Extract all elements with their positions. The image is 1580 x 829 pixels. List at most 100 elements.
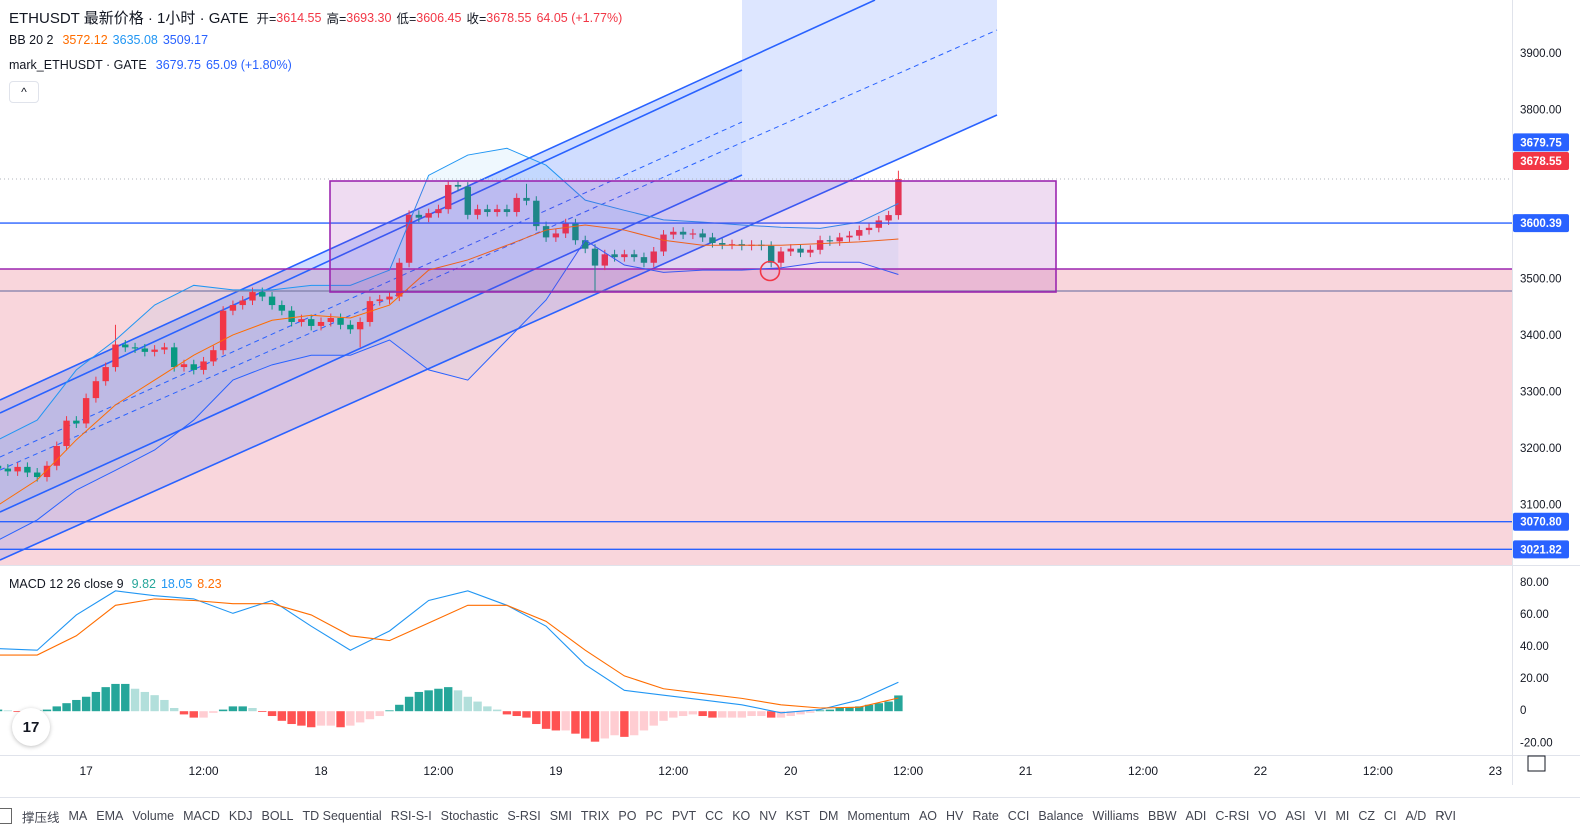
candle-body (454, 184, 462, 187)
band-line (0, 224, 899, 505)
histogram-bar (512, 711, 521, 717)
indicator-button[interactable]: Momentum (847, 809, 910, 823)
toolbar-next[interactable]: › (1440, 805, 1445, 821)
indicator-button[interactable]: SMI (549, 809, 572, 823)
range-box (329, 180, 1057, 293)
candle-body (836, 237, 843, 242)
histogram-bar (355, 711, 365, 723)
histogram-bar (727, 711, 737, 718)
histogram-bar (453, 690, 463, 712)
indicator-button[interactable]: C-RSI (1215, 809, 1250, 823)
histogram-bar (698, 711, 707, 717)
indicator-button[interactable]: PVT (671, 809, 697, 823)
x-tick-label: 18 (314, 764, 328, 778)
toolbar-icon[interactable] (0, 808, 12, 824)
histogram-bar (796, 711, 805, 715)
histogram-bar (91, 691, 101, 712)
indicator-button[interactable]: RVI (1435, 809, 1456, 823)
histogram-bar (267, 711, 277, 717)
indicator-button[interactable]: KO (732, 809, 751, 823)
indicator-button[interactable]: Williams (1092, 809, 1140, 823)
indicator-button[interactable]: S-RSI (507, 809, 541, 823)
collapse-button[interactable]: ^ (9, 81, 39, 103)
candle-body (268, 296, 276, 306)
indicator-button[interactable]: 撑压线 (22, 810, 60, 825)
candle-body (4, 468, 12, 472)
histogram-bar (737, 711, 747, 718)
indicator-button[interactable]: KST (785, 809, 810, 823)
indicator-button[interactable]: Balance (1038, 809, 1084, 823)
candle-body (405, 214, 413, 263)
indicator-button[interactable]: Rate (972, 809, 999, 823)
indicator-button[interactable]: RSI-S-I (390, 809, 432, 823)
histogram-bar (307, 711, 316, 728)
indicator-button[interactable]: DM (818, 809, 839, 823)
indicator-button[interactable]: ADI (1185, 809, 1207, 823)
indicator-button[interactable]: TD Sequential (302, 809, 382, 823)
indicator-value: 3572.12 (62, 33, 108, 47)
histogram-bar (884, 701, 893, 712)
logo[interactable]: 17 (12, 708, 50, 746)
indicator-button[interactable]: Stochastic (440, 809, 499, 823)
x-tick-label: 12:00 (658, 764, 688, 778)
candle-body (689, 233, 697, 235)
indicator-button[interactable]: MA (68, 809, 88, 823)
indicator-button[interactable]: PC (645, 809, 663, 823)
candle-body (210, 350, 217, 362)
legend-bb: BB 20 2 3572.12 3635.08 3509.17 (9, 33, 213, 47)
indicator-button[interactable]: AO (918, 809, 938, 823)
candle-body (816, 240, 824, 250)
indicator-button[interactable]: CCI (1007, 809, 1030, 823)
indicator-button[interactable]: CC (705, 809, 724, 823)
histogram-bar (473, 701, 482, 712)
indicator-button[interactable]: BOLL (261, 809, 294, 823)
candle-body (33, 472, 41, 478)
candle-body (484, 209, 491, 213)
indicator-button[interactable]: BBW (1148, 809, 1177, 823)
ohlc-value: 3614.55 (276, 10, 322, 25)
candle-body (474, 209, 481, 215)
indicator-button[interactable]: KDJ (228, 809, 253, 823)
indicator-button[interactable]: VO (1258, 809, 1277, 823)
candle-body (308, 319, 315, 326)
candle-body (92, 381, 100, 399)
legend-mark: mark_ETHUSDT · GATE 3679.75 65.09 (+1.80… (9, 58, 297, 72)
indicator-button[interactable]: EMA (96, 809, 124, 823)
indicator-button[interactable]: VI (1314, 809, 1327, 823)
indicator-button[interactable]: Volume (132, 809, 175, 823)
axis-settings-icon[interactable] (1527, 755, 1546, 772)
y-tick-label: 3400.00 (1520, 330, 1562, 342)
y-tick-label: 40.00 (1520, 641, 1549, 653)
indicator-button[interactable]: PO (618, 809, 637, 823)
indicator-button[interactable]: CI (1384, 809, 1397, 823)
histogram-bar (209, 711, 218, 713)
indicator-button[interactable]: NV (759, 809, 777, 823)
macd-pane (0, 590, 903, 742)
indicator-button[interactable]: CZ (1358, 809, 1375, 823)
indicator-button[interactable]: A/D (1405, 809, 1427, 823)
histogram-bar (659, 711, 668, 721)
candle-body (513, 197, 520, 213)
indicator-value: 3509.17 (162, 33, 209, 47)
histogram-bar (52, 706, 61, 712)
candle-body (386, 296, 393, 300)
y-tick-label: 3800.00 (1520, 105, 1562, 117)
price-marker-label: 3679.75 (1520, 137, 1562, 149)
histogram-bar (385, 710, 394, 712)
indicator-button[interactable]: ASI (1285, 809, 1306, 823)
histogram-bar (649, 711, 658, 726)
histogram-bar (228, 706, 238, 712)
indicator-button[interactable]: MACD (183, 809, 220, 823)
histogram-bar (669, 711, 678, 718)
indicator-button[interactable]: TRIX (580, 809, 610, 823)
histogram-bar (287, 711, 296, 725)
candle-body (170, 347, 178, 368)
candle-body (14, 466, 21, 472)
histogram-bar (258, 711, 267, 713)
y-tick-label: 3500.00 (1520, 274, 1562, 286)
indicator-button[interactable]: HV (946, 809, 964, 823)
candle-body (337, 318, 344, 325)
indicator-button[interactable]: MI (1335, 809, 1350, 823)
indicator-value: 3679.75 (155, 58, 201, 72)
